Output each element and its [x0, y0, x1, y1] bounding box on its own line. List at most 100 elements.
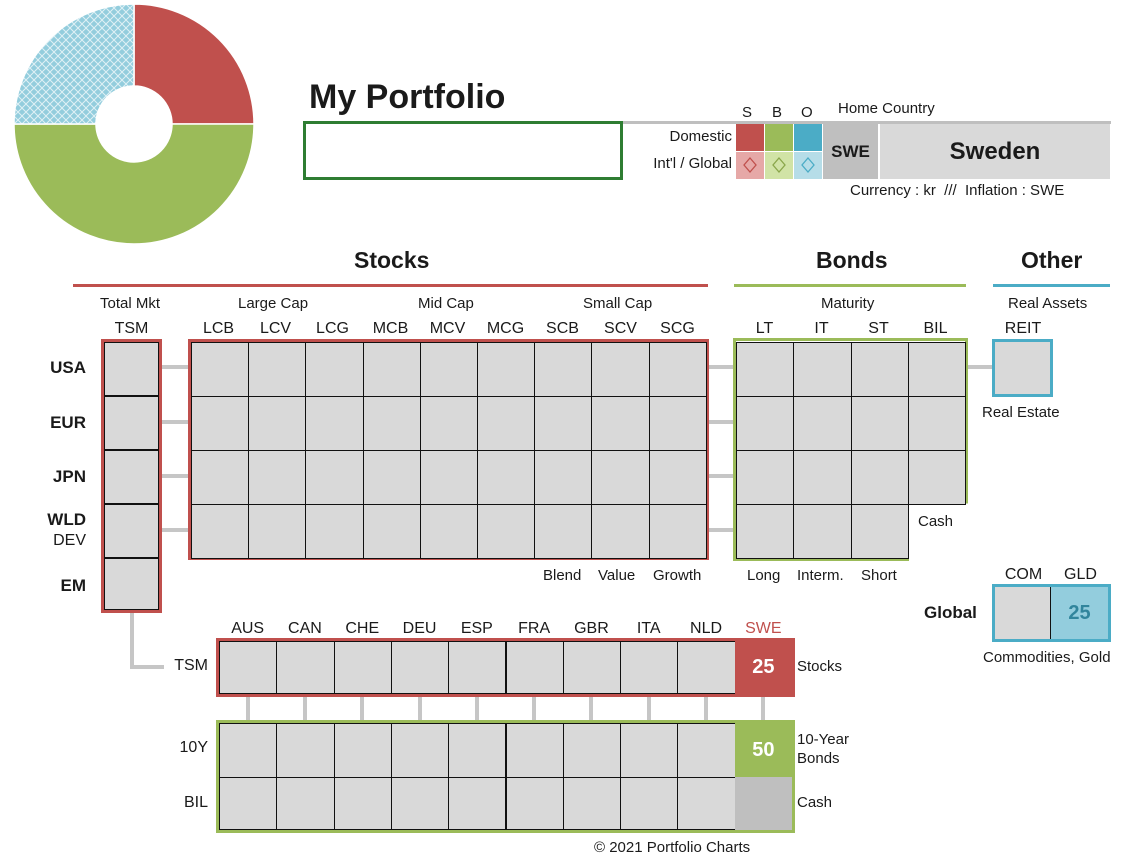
- bond-cell-eur-bil[interactable]: [907, 396, 967, 451]
- country-10y-cell-esp[interactable]: [448, 723, 507, 778]
- bond-cell-usa-it[interactable]: [793, 342, 852, 397]
- diamond-icon: [772, 157, 786, 173]
- stock-cell-eur-lcg[interactable]: [305, 396, 364, 451]
- stock-cell-jpn-lcv[interactable]: [248, 450, 307, 505]
- stock-cell-usa-mcg[interactable]: [477, 342, 536, 397]
- stock-cell-jpn-mcg[interactable]: [477, 450, 536, 505]
- bond-cell-jpn-bil[interactable]: [907, 450, 967, 505]
- stock-cell-usa-mcv[interactable]: [419, 342, 478, 397]
- country-bil-cell-aus[interactable]: [219, 777, 278, 830]
- tsm-cell-em[interactable]: [104, 558, 159, 610]
- stock-cell-jpn-scv[interactable]: [591, 450, 650, 505]
- stock-cell-usa-scg[interactable]: [648, 342, 707, 397]
- tsm-cell-wld[interactable]: [104, 504, 159, 558]
- stock-cell-eur-lcb[interactable]: [191, 396, 250, 451]
- stock-cell-eur-scg[interactable]: [648, 396, 707, 451]
- stock-cell-wld-scv[interactable]: [591, 504, 650, 559]
- bond-cell-eur-it[interactable]: [793, 396, 852, 451]
- country-bil-cell-gbr[interactable]: [562, 777, 622, 830]
- stock-cell-usa-mcb[interactable]: [362, 342, 421, 397]
- bond-cell-wld-st[interactable]: [850, 504, 909, 559]
- country-stock-cell-che[interactable]: [333, 641, 392, 694]
- country-bil-cell-deu[interactable]: [390, 777, 450, 830]
- reit-cell[interactable]: [995, 342, 1050, 394]
- country-stock-cell-can[interactable]: [276, 641, 335, 694]
- stock-cell-eur-mcv[interactable]: [419, 396, 478, 451]
- stock-cell-jpn-lcb[interactable]: [191, 450, 250, 505]
- stock-cell-jpn-scg[interactable]: [648, 450, 707, 505]
- country-bil-cell-esp[interactable]: [448, 777, 507, 830]
- country-bil-cell-fra[interactable]: [505, 777, 564, 830]
- bond-cell-eur-lt[interactable]: [736, 396, 795, 451]
- stock-cell-wld-lcb[interactable]: [191, 504, 250, 559]
- bond-cell-jpn-lt[interactable]: [736, 450, 795, 505]
- country-stock-cell-aus[interactable]: [219, 641, 278, 694]
- country-10y-cell-ita[interactable]: [620, 723, 679, 778]
- country-code-badge[interactable]: SWE: [823, 124, 878, 179]
- stock-cell-eur-scv[interactable]: [591, 396, 650, 451]
- country-10y-cell-swe[interactable]: 50: [734, 723, 792, 777]
- stock-cell-usa-lcb[interactable]: [191, 342, 250, 397]
- tsm-cell-eur[interactable]: [104, 396, 159, 450]
- country-10y-cell-fra[interactable]: [505, 723, 564, 778]
- country-10y-cell-gbr[interactable]: [562, 723, 622, 778]
- bond-cell-usa-lt[interactable]: [736, 342, 795, 397]
- country-stock-cell-swe[interactable]: 25: [734, 641, 792, 694]
- country-stock-cell-fra[interactable]: [505, 641, 564, 694]
- country-10y-cell-aus[interactable]: [219, 723, 278, 778]
- country-10y-cell-che[interactable]: [333, 723, 392, 778]
- portfolio-name-input[interactable]: [303, 121, 623, 180]
- bond-cell-jpn-st[interactable]: [850, 450, 909, 505]
- stock-cell-jpn-lcg[interactable]: [305, 450, 364, 505]
- country-header-can: CAN: [288, 620, 322, 637]
- country-10y-cell-can[interactable]: [276, 723, 335, 778]
- stock-cell-eur-scb[interactable]: [534, 396, 593, 451]
- stock-cell-eur-lcv[interactable]: [248, 396, 307, 451]
- stock-cell-eur-mcg[interactable]: [477, 396, 536, 451]
- country-bil-cell-che[interactable]: [333, 777, 392, 830]
- stock-cell-wld-scg[interactable]: [648, 504, 707, 559]
- stock-cell-usa-lcg[interactable]: [305, 342, 364, 397]
- country-stock-cell-esp[interactable]: [448, 641, 507, 694]
- region-label-jpn: JPN: [52, 467, 86, 486]
- stock-cell-wld-mcg[interactable]: [477, 504, 536, 559]
- connector-stock-bond-usa: [707, 365, 736, 369]
- stock-cell-wld-lcg[interactable]: [305, 504, 364, 559]
- country-bil-cell-swe[interactable]: [734, 777, 792, 830]
- country-bil-cell-can[interactable]: [276, 777, 335, 830]
- bond-cell-usa-st[interactable]: [850, 342, 909, 397]
- stock-cell-wld-mcv[interactable]: [419, 504, 478, 559]
- stock-cell-usa-scb[interactable]: [534, 342, 593, 397]
- country-10y-cell-nld[interactable]: [677, 723, 736, 778]
- bond-cell-jpn-it[interactable]: [793, 450, 852, 505]
- country-name-select[interactable]: Sweden: [880, 124, 1110, 179]
- country-stock-cell-nld[interactable]: [677, 641, 736, 694]
- country-stock-cell-deu[interactable]: [390, 641, 450, 694]
- stock-cell-jpn-scb[interactable]: [534, 450, 593, 505]
- stock-cell-wld-lcv[interactable]: [248, 504, 307, 559]
- stock-cell-wld-scb[interactable]: [534, 504, 593, 559]
- bond-cell-wld-lt[interactable]: [736, 504, 795, 559]
- stock-cell-usa-scv[interactable]: [591, 342, 650, 397]
- real-estate-label: Real Estate: [982, 404, 1060, 421]
- connector-bond-reit: [965, 365, 994, 369]
- bond-cell-wld-it[interactable]: [793, 504, 852, 559]
- stock-cell-jpn-mcv[interactable]: [419, 450, 478, 505]
- bond-cell-usa-bil[interactable]: [907, 342, 967, 397]
- country-bil-cell-ita[interactable]: [620, 777, 679, 830]
- stock-cell-jpn-mcb[interactable]: [362, 450, 421, 505]
- gld-cell[interactable]: 25: [1051, 587, 1108, 639]
- country-stock-cell-ita[interactable]: [620, 641, 679, 694]
- stock-cell-wld-mcb[interactable]: [362, 504, 421, 559]
- tsm-cell-jpn[interactable]: [104, 450, 159, 504]
- col-header-scg: SCG: [660, 320, 695, 337]
- bond-cell-eur-st[interactable]: [850, 396, 909, 451]
- stock-cell-usa-lcv[interactable]: [248, 342, 307, 397]
- country-10y-cell-deu[interactable]: [390, 723, 450, 778]
- com-cell[interactable]: [995, 587, 1051, 639]
- bonds-column-label: B: [772, 104, 783, 121]
- country-bil-cell-nld[interactable]: [677, 777, 736, 830]
- tsm-cell-usa[interactable]: [104, 342, 159, 396]
- stock-cell-eur-mcb[interactable]: [362, 396, 421, 451]
- country-stock-cell-gbr[interactable]: [562, 641, 622, 694]
